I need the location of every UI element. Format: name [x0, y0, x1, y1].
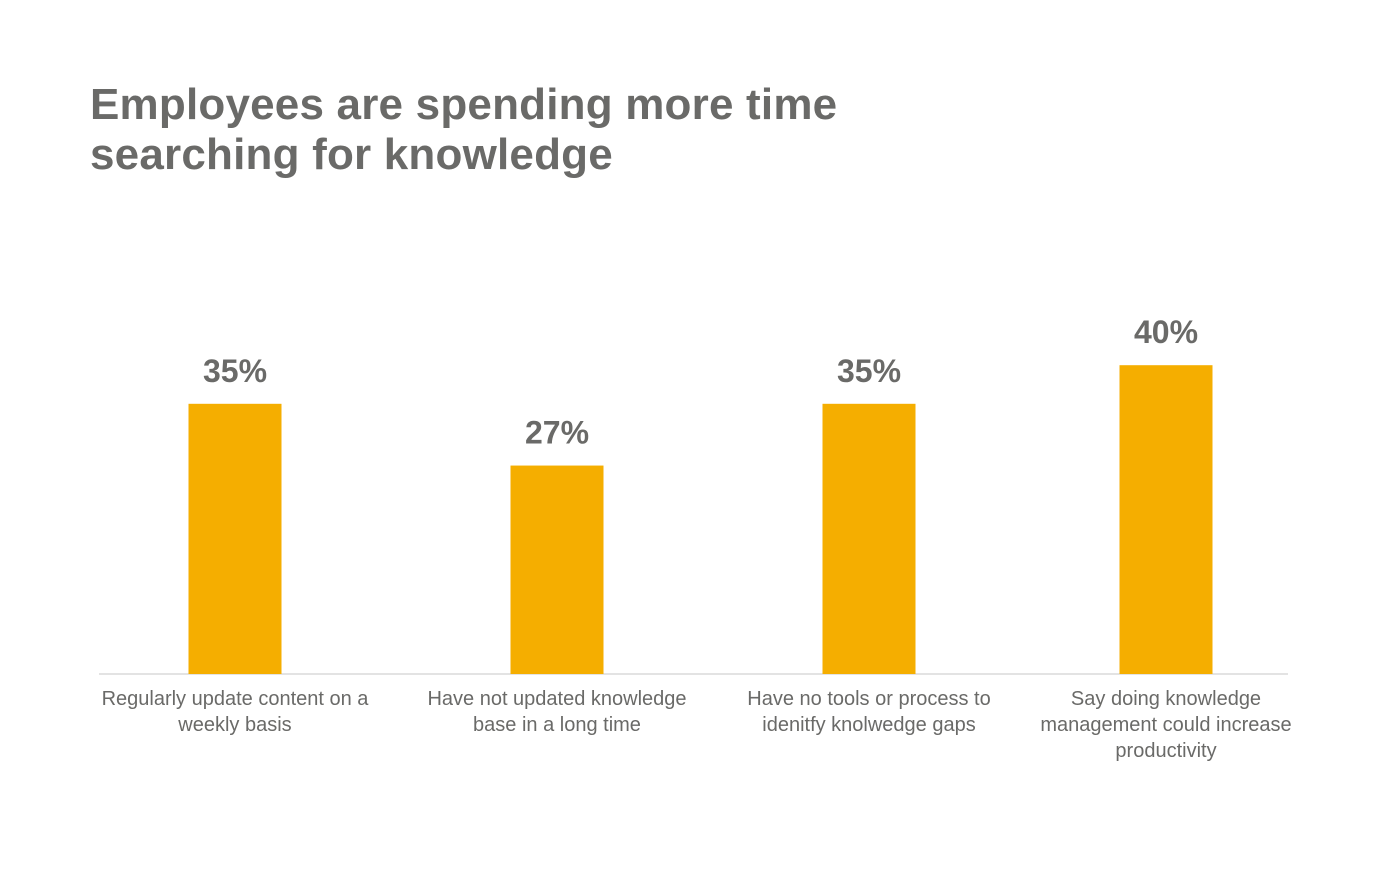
- category-label-1-line-1: Regularly update content on a: [102, 688, 370, 710]
- bar-1: [188, 403, 282, 674]
- value-label-1: 35%: [203, 353, 267, 389]
- bar-2: [510, 465, 604, 674]
- category-label-1-line-2: weekly basis: [177, 714, 291, 736]
- category-label-3-line-2: idenitfy knolwedge gaps: [762, 714, 975, 736]
- category-label-4-line-1: Say doing knowledge: [1071, 688, 1261, 710]
- category-label-3-line-1: Have no tools or process to: [747, 688, 990, 710]
- value-label-3: 35%: [837, 353, 901, 389]
- category-label-2-line-1: Have not updated knowledge: [427, 688, 686, 710]
- bar-3: [822, 403, 916, 674]
- chart-title: Employees are spending more time searchi…: [90, 80, 990, 180]
- category-label-2-line-2: base in a long time: [473, 714, 641, 736]
- value-label-4: 40%: [1134, 314, 1198, 350]
- value-label-2: 27%: [525, 415, 589, 451]
- chart-title-line-1: Employees are spending more time: [90, 80, 838, 129]
- category-label-4-line-3: productivity: [1115, 740, 1216, 762]
- bar-4: [1119, 365, 1213, 674]
- category-label-4-line-2: management could increase: [1040, 714, 1291, 736]
- chart-title-line-2: searching for knowledge: [90, 130, 613, 179]
